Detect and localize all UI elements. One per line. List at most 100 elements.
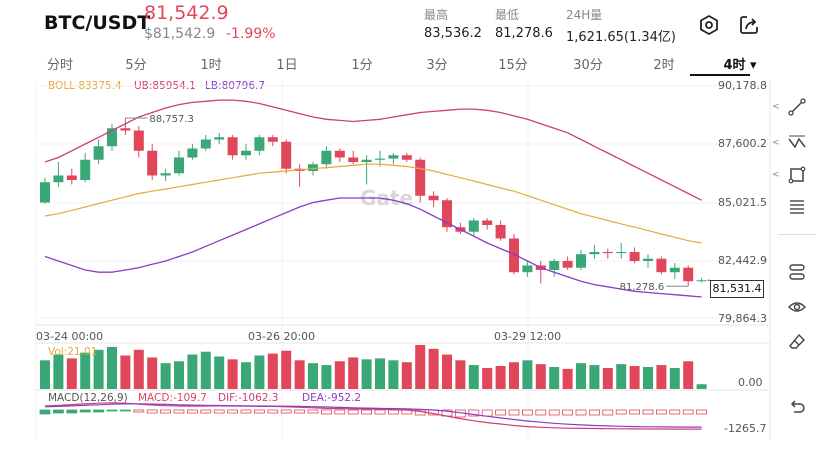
volume-bar	[53, 354, 64, 389]
rectangle-icon[interactable]	[780, 163, 814, 187]
tab-30m[interactable]: 30分	[573, 58, 603, 73]
ruler-icon[interactable]	[780, 260, 814, 284]
volume-bar	[401, 362, 412, 389]
candle	[80, 159, 91, 180]
macd-bar	[186, 409, 198, 414]
pair-title[interactable]: BTC/USDT	[44, 12, 151, 34]
candle	[388, 155, 399, 159]
macd-bar	[548, 409, 560, 416]
candle	[442, 200, 452, 228]
macd-bar	[106, 409, 118, 412]
macd-bar	[160, 409, 172, 414]
macd-bar	[374, 409, 386, 415]
stat-high-label: 最高	[424, 8, 449, 22]
macd-axis-label: -1265.7	[724, 422, 767, 435]
stat-volume-label: 24H量	[566, 8, 603, 22]
candle	[107, 128, 117, 147]
volume-bar	[308, 363, 318, 389]
candle	[160, 173, 171, 176]
candle	[361, 159, 372, 162]
macd-bar	[240, 409, 252, 414]
macd-bar	[66, 409, 78, 414]
candle	[656, 258, 667, 273]
trend-line-icon[interactable]	[780, 95, 814, 119]
volume-bar	[294, 360, 305, 389]
volume-bar	[616, 364, 627, 389]
candle	[643, 258, 653, 261]
volume-bar	[80, 352, 91, 389]
macd-bar	[294, 409, 306, 414]
share-icon[interactable]	[738, 14, 760, 36]
zigzag-icon[interactable]	[780, 131, 814, 155]
chart-annotations: 88,757.3 81,278.6	[125, 114, 710, 293]
volume-bar	[468, 365, 479, 389]
stat-volume-value: 1,621.65(1.34亿)	[566, 30, 676, 45]
candle	[696, 280, 707, 282]
tab-4h[interactable]: 4时 ▾	[723, 58, 757, 73]
volume-bar	[656, 365, 667, 389]
macd-bar	[696, 409, 707, 415]
macd-bar	[39, 409, 51, 415]
volume-bar	[66, 358, 77, 389]
macd-layer	[39, 409, 707, 418]
candle	[308, 164, 318, 171]
tab-15m[interactable]: 15分	[498, 58, 528, 73]
volume-bar	[254, 355, 265, 389]
dif-line	[44, 402, 702, 430]
volume-bar	[669, 367, 680, 389]
undo-icon[interactable]	[780, 394, 814, 418]
volume-bar	[281, 350, 292, 389]
volume-bar	[334, 361, 345, 389]
tab-1d[interactable]: 1日	[276, 58, 298, 73]
candle	[522, 265, 533, 273]
macd-bar	[387, 409, 399, 415]
high-marker-label: 88,757.3	[149, 114, 194, 125]
expand-arrow-icon[interactable]: <	[772, 102, 780, 112]
expand-arrow-icon[interactable]: <	[772, 170, 780, 180]
volume-bar	[321, 365, 332, 389]
macd-bar	[93, 409, 104, 413]
volume-bar	[482, 367, 493, 389]
macd-bar	[535, 409, 547, 416]
volume-bar	[576, 363, 586, 389]
candle	[549, 260, 560, 270]
candle	[482, 220, 493, 225]
volume-axis-label: 0.00	[738, 376, 763, 389]
settings-hexagon-icon[interactable]	[698, 14, 720, 36]
fibonacci-icon[interactable]	[780, 195, 814, 219]
volume-bar	[227, 359, 238, 389]
price-axis-label: 82,442.9	[718, 254, 767, 267]
volume-bar	[495, 366, 506, 389]
candle	[93, 146, 104, 160]
macd-bar	[642, 409, 654, 415]
volume-bar	[696, 384, 707, 389]
candle	[468, 220, 479, 232]
dea-line	[44, 403, 702, 428]
eye-icon[interactable]	[780, 295, 814, 319]
macd-bar	[227, 409, 239, 414]
macd-bar	[575, 409, 587, 416]
candle	[227, 137, 238, 156]
volume-bar	[535, 364, 546, 389]
macd-bar	[602, 409, 614, 416]
price-axis-label: 90,178.8	[718, 79, 767, 92]
time-axis-label: 03-26 20:00	[248, 330, 316, 343]
volume-bar	[428, 348, 439, 389]
tab-3m[interactable]: 3分	[426, 58, 448, 73]
tab-timeline[interactable]: 分时	[46, 58, 74, 73]
candle	[576, 254, 586, 268]
tab-2h[interactable]: 2时	[653, 58, 675, 73]
macd-bar	[468, 409, 480, 417]
macd-bar	[615, 409, 627, 415]
volume-bar	[40, 360, 50, 389]
tab-1h[interactable]: 1时	[200, 58, 222, 73]
tab-5m[interactable]: 5分	[125, 58, 147, 73]
tab-1m[interactable]: 1分	[351, 58, 373, 73]
candle	[281, 141, 292, 169]
volume-bar	[522, 360, 533, 389]
eraser-icon[interactable]	[780, 330, 814, 354]
expand-arrow-icon[interactable]: <	[772, 138, 780, 148]
stat-high-value: 83,536.2	[424, 26, 482, 41]
volume-bar	[200, 351, 211, 389]
